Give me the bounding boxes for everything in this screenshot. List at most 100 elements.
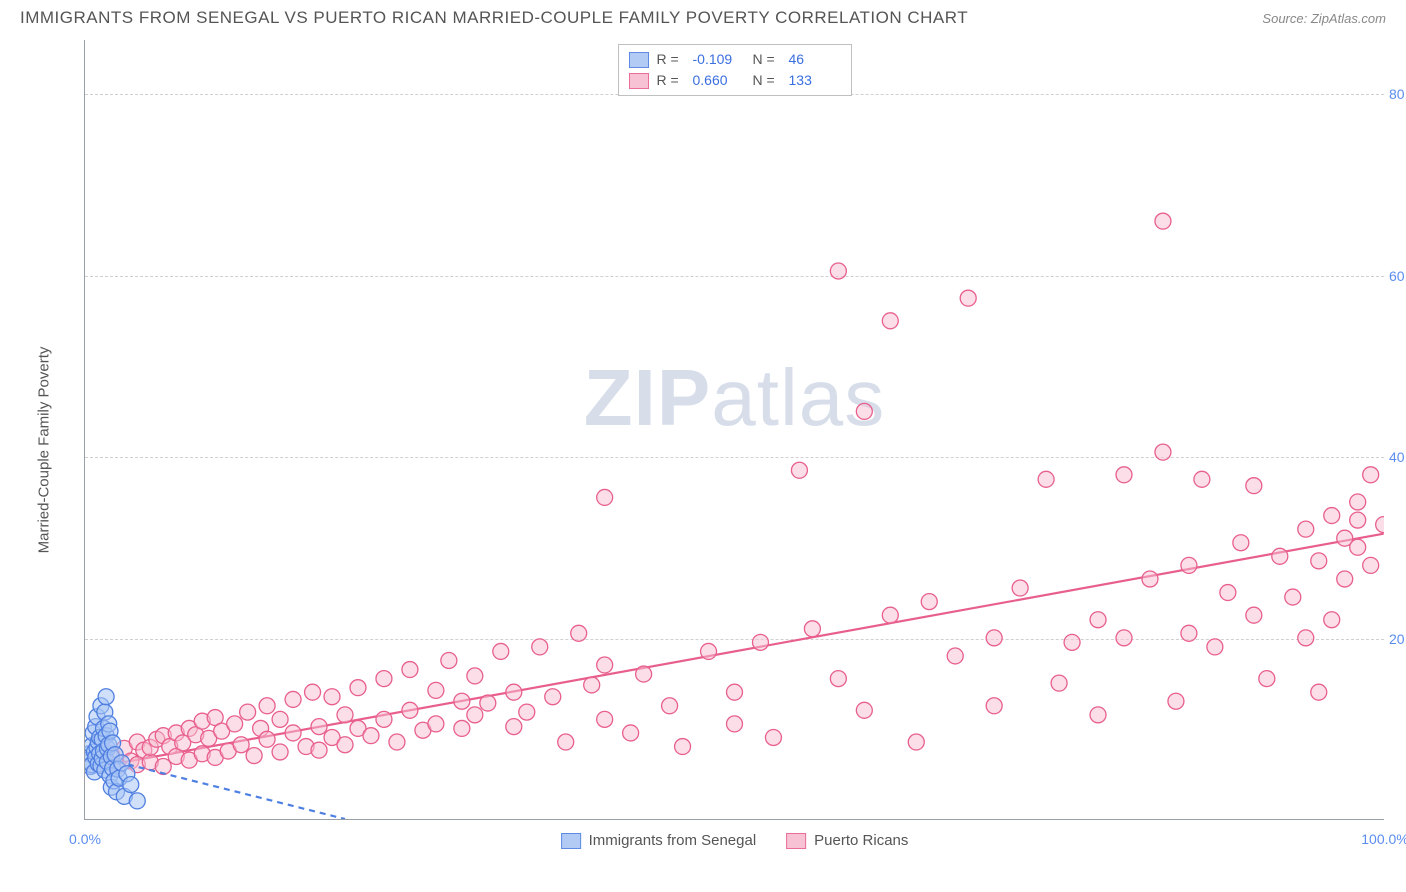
data-point-puertorican (597, 657, 613, 673)
data-point-puertorican (1064, 634, 1080, 650)
data-point-puertorican (752, 634, 768, 650)
data-point-puertorican (1376, 517, 1384, 533)
data-point-senegal (98, 689, 114, 705)
data-point-puertorican (376, 671, 392, 687)
data-point-puertorican (428, 682, 444, 698)
data-point-puertorican (259, 698, 275, 714)
data-point-puertorican (389, 734, 405, 750)
data-point-puertorican (804, 621, 820, 637)
data-point-puertorican (1194, 471, 1210, 487)
data-point-puertorican (597, 711, 613, 727)
series-legend: Immigrants from Senegal Puerto Ricans (561, 832, 909, 849)
data-point-puertorican (305, 684, 321, 700)
plot-area: ZIPatlas R =-0.109 N =46 R =0.660 N =133… (84, 40, 1384, 820)
data-point-puertorican (1090, 707, 1106, 723)
chart-header: IMMIGRANTS FROM SENEGAL VS PUERTO RICAN … (0, 0, 1406, 28)
data-point-puertorican (1220, 585, 1236, 601)
data-point-puertorican (311, 719, 327, 735)
data-point-puertorican (1012, 580, 1028, 596)
source-credit: Source: ZipAtlas.com (1262, 11, 1386, 26)
data-point-puertorican (882, 607, 898, 623)
data-point-puertorican (272, 711, 288, 727)
data-point-puertorican (856, 403, 872, 419)
legend-item-puertorican: Puerto Ricans (786, 832, 908, 849)
data-point-puertorican (311, 742, 327, 758)
data-point-puertorican (960, 290, 976, 306)
data-point-puertorican (1298, 521, 1314, 537)
data-point-puertorican (532, 639, 548, 655)
ytick-label: 60.0% (1389, 268, 1406, 284)
data-point-puertorican (558, 734, 574, 750)
data-point-puertorican (337, 707, 353, 723)
data-point-puertorican (545, 689, 561, 705)
data-point-puertorican (597, 489, 613, 505)
y-axis-label: Married-Couple Family Poverty (36, 347, 53, 554)
data-point-puertorican (584, 677, 600, 693)
data-point-puertorican (1246, 607, 1262, 623)
data-point-puertorican (1155, 444, 1171, 460)
data-point-puertorican (986, 630, 1002, 646)
data-point-puertorican (506, 684, 522, 700)
data-point-puertorican (376, 711, 392, 727)
data-point-puertorican (519, 704, 535, 720)
data-point-puertorican (1363, 557, 1379, 573)
data-point-puertorican (233, 737, 249, 753)
xtick-label: 100.0% (1361, 831, 1406, 847)
data-point-puertorican (454, 720, 470, 736)
data-point-puertorican (701, 643, 717, 659)
data-point-puertorican (662, 698, 678, 714)
data-point-puertorican (765, 729, 781, 745)
data-point-puertorican (727, 684, 743, 700)
legend-item-senegal: Immigrants from Senegal (561, 832, 757, 849)
data-point-puertorican (1168, 693, 1184, 709)
swatch-senegal-icon (629, 52, 649, 68)
data-point-puertorican (454, 693, 470, 709)
data-point-puertorican (1116, 467, 1132, 483)
data-point-puertorican (1311, 684, 1327, 700)
data-point-puertorican (337, 737, 353, 753)
data-point-puertorican (1363, 467, 1379, 483)
data-point-puertorican (363, 728, 379, 744)
data-point-puertorican (1259, 671, 1275, 687)
ytick-label: 40.0% (1389, 449, 1406, 465)
ytick-label: 20.0% (1389, 631, 1406, 647)
legend-row-senegal: R =-0.109 N =46 (629, 49, 841, 70)
ytick-label: 80.0% (1389, 86, 1406, 102)
legend-row-puertorican: R =0.660 N =133 (629, 70, 841, 91)
data-point-puertorican (1350, 512, 1366, 528)
swatch-senegal-icon (561, 833, 581, 849)
data-point-puertorican (623, 725, 639, 741)
data-point-puertorican (571, 625, 587, 641)
data-point-puertorican (467, 668, 483, 684)
data-point-puertorican (1246, 478, 1262, 494)
data-point-puertorican (1311, 553, 1327, 569)
data-point-puertorican (480, 695, 496, 711)
data-point-puertorican (1324, 612, 1340, 628)
data-point-puertorican (240, 704, 256, 720)
data-point-puertorican (259, 731, 275, 747)
data-point-puertorican (1324, 508, 1340, 524)
data-point-puertorican (908, 734, 924, 750)
data-point-puertorican (1181, 625, 1197, 641)
data-point-puertorican (727, 716, 743, 732)
data-point-puertorican (227, 716, 243, 732)
data-point-puertorican (882, 313, 898, 329)
chart-container: Married-Couple Family Poverty ZIPatlas R… (50, 40, 1390, 860)
data-point-puertorican (1337, 571, 1353, 587)
data-point-puertorican (285, 691, 301, 707)
data-point-puertorican (428, 716, 444, 732)
data-point-puertorican (675, 739, 691, 755)
data-point-puertorican (493, 643, 509, 659)
data-point-puertorican (441, 652, 457, 668)
data-point-puertorican (1155, 213, 1171, 229)
data-point-puertorican (1298, 630, 1314, 646)
scatter-svg (85, 40, 1384, 819)
data-point-puertorican (791, 462, 807, 478)
data-point-puertorican (921, 594, 937, 610)
data-point-puertorican (506, 719, 522, 735)
chart-title: IMMIGRANTS FROM SENEGAL VS PUERTO RICAN … (20, 8, 968, 28)
data-point-puertorican (1181, 557, 1197, 573)
data-point-puertorican (1207, 639, 1223, 655)
xtick-label: 0.0% (69, 831, 101, 847)
data-point-puertorican (1233, 535, 1249, 551)
